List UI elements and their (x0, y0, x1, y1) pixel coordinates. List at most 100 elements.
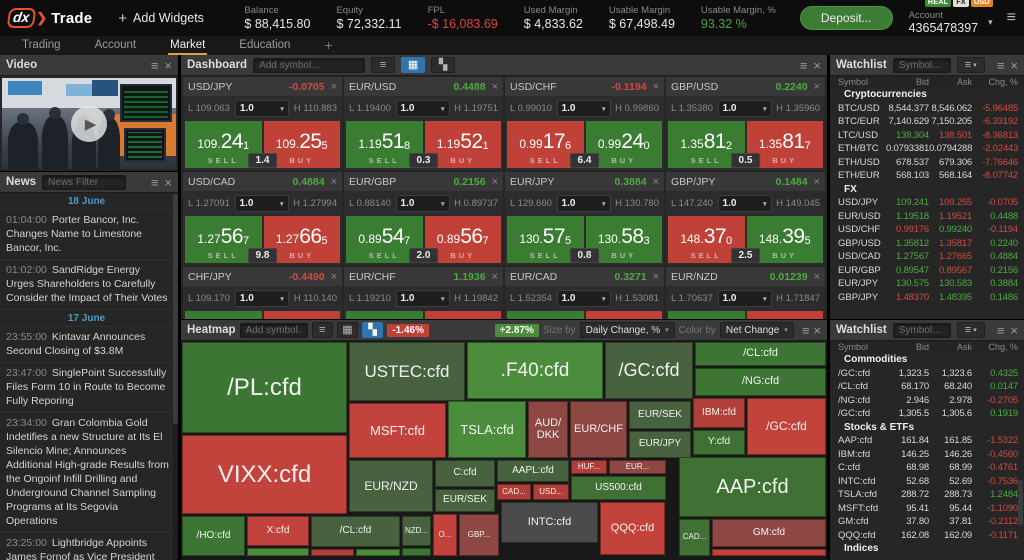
buy-button[interactable]: BUY (585, 311, 662, 319)
watchlist-row-aap-cfd[interactable]: AAP:cfd 161.84 161.85 -1.5322 (830, 434, 1024, 448)
heatmap-tile-aap-cfd[interactable]: AAP:cfd (679, 457, 826, 517)
quantity-select[interactable]: 1.0 ▾ (395, 195, 450, 212)
news-filter-input[interactable] (42, 174, 127, 190)
heatmap-tile-fragment[interactable] (311, 549, 354, 556)
watchlist-row-msft-cfd[interactable]: MSFT:cfd 95.41 95.44 -1.1090 (830, 502, 1024, 516)
heatmap-tile-usd[interactable]: USD... (533, 484, 569, 500)
heatmap-tile-y-cfd[interactable]: Y:cfd (693, 430, 745, 455)
watchlist-row-eur-gbp[interactable]: EUR/GBP 0.89547 0.89567 0.2156 (830, 264, 1024, 278)
quantity-select[interactable]: 1.0 ▾ (717, 100, 772, 117)
heatmap-tile-aapl-cfd[interactable]: AAPL:cfd (497, 460, 569, 482)
heatmap-tile-qqq-cfd[interactable]: QQQ:cfd (600, 502, 665, 555)
add-symbol-input[interactable] (253, 57, 366, 73)
quantity-select[interactable]: 1.0 ▾ (234, 290, 289, 307)
deposit-button[interactable]: Deposit... (799, 6, 893, 30)
heatmap-tile-eur-chf[interactable]: EUR/CHF (570, 401, 627, 458)
account-selector[interactable]: REAL FX USD Account 4365478397 ▾ (909, 0, 993, 35)
heatmap-tile-us500-cfd[interactable]: US500:cfd (571, 476, 666, 500)
quantity-select[interactable]: 1.0 ▾ (234, 100, 289, 117)
close-icon[interactable]: × (652, 80, 659, 93)
heatmap-tile-eur-sek[interactable]: EUR/SEK (629, 401, 691, 429)
sell-button[interactable]: SELL (346, 311, 423, 319)
list-view-icon[interactable]: ≡ (311, 322, 333, 338)
heatmap-tile-cad[interactable]: CAD... (497, 484, 531, 500)
watchlist-row-c-cfd[interactable]: C:cfd 68.98 68.99 -0.4761 (830, 461, 1024, 475)
watchlist-row-cl-cfd[interactable]: /CL:cfd 68.170 68.240 0.0147 (830, 380, 1024, 394)
close-icon[interactable]: × (813, 57, 821, 73)
heatmap-tile-ho-cfd[interactable]: /HO:cfd (182, 516, 245, 556)
heatmap-tile-gc-cfd[interactable]: /GC:cfd (747, 398, 826, 455)
color-by-select[interactable]: Net Change ▾ (719, 322, 794, 338)
quantity-select[interactable]: 1.0 ▾ (395, 100, 450, 117)
watchlist-row-btc-usd[interactable]: BTC/USD 8,544.377 8,546.062 -5.96485 (830, 102, 1024, 116)
symbol-search-input[interactable] (892, 322, 951, 338)
watchlist-row-usd-jpy[interactable]: USD/JPY 109.241 109.255 -0.0705 (830, 196, 1024, 210)
watchlist-row-gbp-jpy[interactable]: GBP/JPY 1.48370 1.48395 0.1486 (830, 291, 1024, 305)
watchlist-row-usd-chf[interactable]: USD/CHF 0.99176 0.99240 -0.1194 (830, 223, 1024, 237)
buy-button[interactable]: 0.99 24 0 BUY (585, 121, 662, 168)
close-icon[interactable]: × (164, 174, 172, 190)
menu-icon[interactable]: ≡ (1006, 9, 1016, 26)
widget-menu-icon[interactable]: ≡ (799, 57, 808, 73)
sell-button[interactable]: 1.19 51 8 SELL (346, 121, 423, 168)
sell-button[interactable]: SELL (668, 311, 745, 319)
heatmap-tile-fragment[interactable] (356, 549, 400, 556)
news-item[interactable]: 23:55:00 Kintavar Announces Second Closin… (0, 327, 173, 363)
heatmap-tile-nzd[interactable]: NZD... (402, 516, 431, 546)
buy-button[interactable]: BUY (746, 311, 823, 319)
heatmap-tile-x-cfd[interactable]: X:cfd (247, 516, 309, 546)
widget-menu-icon[interactable]: ≡ (996, 57, 1005, 73)
close-icon[interactable]: × (330, 270, 337, 283)
add-widgets-button[interactable]: + Add Widgets (118, 10, 204, 27)
news-item[interactable]: 01:04:00 Porter Bancor, Inc. Changes Name… (0, 210, 173, 260)
list-view-icon[interactable]: ≡ (371, 57, 396, 73)
heatmap-tile-o[interactable]: O... (433, 514, 457, 556)
news-item[interactable]: 23:34:00 Gran Colombia Gold Indetifies a … (0, 413, 173, 533)
watchlist-row-usd-cad[interactable]: USD/CAD 1.27567 1.27665 0.4884 (830, 250, 1024, 264)
close-icon[interactable]: × (813, 80, 820, 93)
heatmap-tile-pl-cfd[interactable]: /PL:cfd (182, 342, 347, 433)
watchlist-row-qqq-cfd[interactable]: QQQ:cfd 162.08 162.09 -0.1171 (830, 529, 1024, 543)
heatmap-tile-gm-cfd[interactable]: GM:cfd (712, 519, 826, 547)
widget-menu-icon[interactable]: ≡ (996, 322, 1005, 338)
heatmap-tile-fragment[interactable] (712, 549, 826, 556)
close-icon[interactable]: × (491, 80, 498, 93)
watchlist-row-ibm-cfd[interactable]: IBM:cfd 146.25 146.26 -0.4560 (830, 448, 1024, 462)
quantity-select[interactable]: 1.0 ▾ (234, 195, 289, 212)
watchlist-row-eth-btc[interactable]: ETH/BTC 0.0793381 0.0794288 -2.02443 (830, 142, 1024, 156)
news-scrollbar[interactable] (173, 194, 178, 560)
watchlist-row-eth-usd[interactable]: ETH/USD 678.537 679.306 -7.76646 (830, 156, 1024, 170)
sell-button[interactable]: SELL (185, 311, 262, 319)
widget-menu-icon[interactable]: ≡ (150, 174, 159, 190)
heatmap-tile-gc-cfd[interactable]: /GC:cfd (605, 342, 693, 399)
heatmap-tile-ibm-cfd[interactable]: IBM:cfd (693, 398, 745, 428)
treemap-view-icon[interactable]: ▚ (362, 322, 384, 338)
watchlist-row-eur-usd[interactable]: EUR/USD 1.19518 1.19521 0.4488 (830, 210, 1024, 224)
heatmap-tile-eur[interactable]: EUR... (609, 460, 666, 474)
close-icon[interactable]: × (164, 57, 172, 73)
quantity-select[interactable]: 1.0 ▾ (395, 290, 450, 307)
heatmap-tile-eur-nzd[interactable]: EUR/NZD (349, 460, 433, 512)
heatmap-tile-eur-sek[interactable]: EUR/SEK (435, 489, 495, 512)
tab-market[interactable]: Market (168, 36, 208, 55)
watchlist-row-ng-cfd[interactable]: /NG:cfd 2.946 2.978 -0.2705 (830, 394, 1024, 408)
watchlist-row-eth-eur[interactable]: ETH/EUR 568.103 568.164 -8.07742 (830, 169, 1024, 183)
watchlist-row-eur-jpy[interactable]: EUR/JPY 130.575 130.583 0.3884 (830, 277, 1024, 291)
buy-button[interactable]: 1.27 66 5 BUY (263, 216, 340, 263)
heatmap-tile-fragment[interactable] (247, 548, 309, 556)
quantity-select[interactable]: 1.0 ▾ (717, 195, 772, 212)
watchlist-scrollbar[interactable] (1018, 480, 1023, 525)
close-icon[interactable]: × (813, 175, 820, 188)
heatmap-tile-aud-dkk[interactable]: AUD/ DKK (528, 401, 568, 458)
sell-button[interactable]: SELL (507, 311, 584, 319)
tab-account[interactable]: Account (94, 38, 137, 51)
heatmap-tile-fragment[interactable] (402, 548, 431, 556)
news-item[interactable]: 01:02:00 SandRidge Energy Urges Sharehold… (0, 260, 173, 310)
heatmap-tile-cl-cfd[interactable]: /CL:cfd (695, 342, 826, 366)
grid-view-icon[interactable]: ▦ (336, 322, 359, 338)
heatmap-tile-cad[interactable]: CAD... (679, 519, 710, 556)
heatmap-tile-ustec-cfd[interactable]: USTEC:cfd (349, 342, 465, 401)
news-item[interactable]: 23:25:00 Lightbridge Appoints James Forno… (0, 533, 173, 560)
watchlist-row-gc-cfd[interactable]: /GC:cfd 1,323.5 1,323.6 0.4325 (830, 367, 1024, 381)
play-button-icon[interactable]: ▶ (71, 105, 107, 142)
